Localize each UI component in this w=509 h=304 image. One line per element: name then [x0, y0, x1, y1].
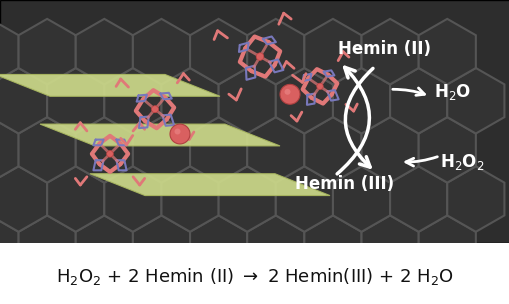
Polygon shape	[218, 68, 275, 133]
Circle shape	[256, 53, 263, 60]
Polygon shape	[361, 19, 418, 85]
Polygon shape	[332, 68, 389, 133]
FancyBboxPatch shape	[0, 0, 509, 243]
Polygon shape	[418, 117, 475, 183]
Polygon shape	[133, 19, 190, 85]
Polygon shape	[361, 117, 418, 183]
Polygon shape	[0, 68, 47, 133]
Polygon shape	[190, 216, 247, 281]
Polygon shape	[446, 68, 503, 133]
FancyArrowPatch shape	[345, 68, 372, 167]
Polygon shape	[18, 216, 76, 281]
Circle shape	[316, 83, 323, 90]
Polygon shape	[275, 68, 332, 133]
Polygon shape	[47, 166, 104, 232]
FancyArrowPatch shape	[336, 67, 369, 174]
Polygon shape	[18, 19, 76, 85]
Circle shape	[279, 85, 299, 104]
Polygon shape	[90, 174, 329, 195]
FancyArrowPatch shape	[405, 157, 437, 166]
Polygon shape	[161, 68, 218, 133]
Polygon shape	[389, 166, 446, 232]
FancyArrowPatch shape	[392, 88, 423, 95]
Polygon shape	[247, 117, 304, 183]
Polygon shape	[0, 166, 47, 232]
Polygon shape	[0, 74, 219, 96]
Polygon shape	[161, 166, 218, 232]
Polygon shape	[104, 68, 161, 133]
Polygon shape	[190, 19, 247, 85]
Polygon shape	[0, 117, 18, 183]
Circle shape	[174, 129, 180, 134]
Polygon shape	[76, 117, 133, 183]
Polygon shape	[218, 166, 275, 232]
Circle shape	[284, 89, 290, 95]
Polygon shape	[332, 166, 389, 232]
Polygon shape	[76, 216, 133, 281]
Polygon shape	[76, 19, 133, 85]
Circle shape	[106, 150, 113, 157]
Polygon shape	[304, 19, 361, 85]
Text: H$_2$O$_2$: H$_2$O$_2$	[439, 152, 484, 172]
Text: Hemin (II): Hemin (II)	[337, 40, 430, 58]
Polygon shape	[190, 117, 247, 183]
Polygon shape	[247, 19, 304, 85]
Polygon shape	[18, 117, 76, 183]
Polygon shape	[40, 124, 279, 146]
Text: H$_2$O$_2$ + 2 Hemin (II) $\rightarrow$ 2 Hemin(III) + 2 H$_2$O: H$_2$O$_2$ + 2 Hemin (II) $\rightarrow$ …	[56, 266, 453, 287]
Polygon shape	[418, 216, 475, 281]
Polygon shape	[133, 117, 190, 183]
Text: Hemin (III): Hemin (III)	[294, 174, 393, 193]
Circle shape	[169, 124, 190, 144]
Polygon shape	[446, 166, 503, 232]
Polygon shape	[304, 216, 361, 281]
Text: H$_2$O: H$_2$O	[433, 82, 470, 102]
Polygon shape	[47, 68, 104, 133]
Polygon shape	[304, 117, 361, 183]
Polygon shape	[389, 68, 446, 133]
Polygon shape	[418, 19, 475, 85]
Polygon shape	[361, 216, 418, 281]
Circle shape	[151, 106, 158, 113]
Polygon shape	[104, 166, 161, 232]
Polygon shape	[0, 216, 18, 281]
Polygon shape	[247, 216, 304, 281]
Polygon shape	[133, 216, 190, 281]
Polygon shape	[0, 19, 18, 85]
Polygon shape	[275, 166, 332, 232]
